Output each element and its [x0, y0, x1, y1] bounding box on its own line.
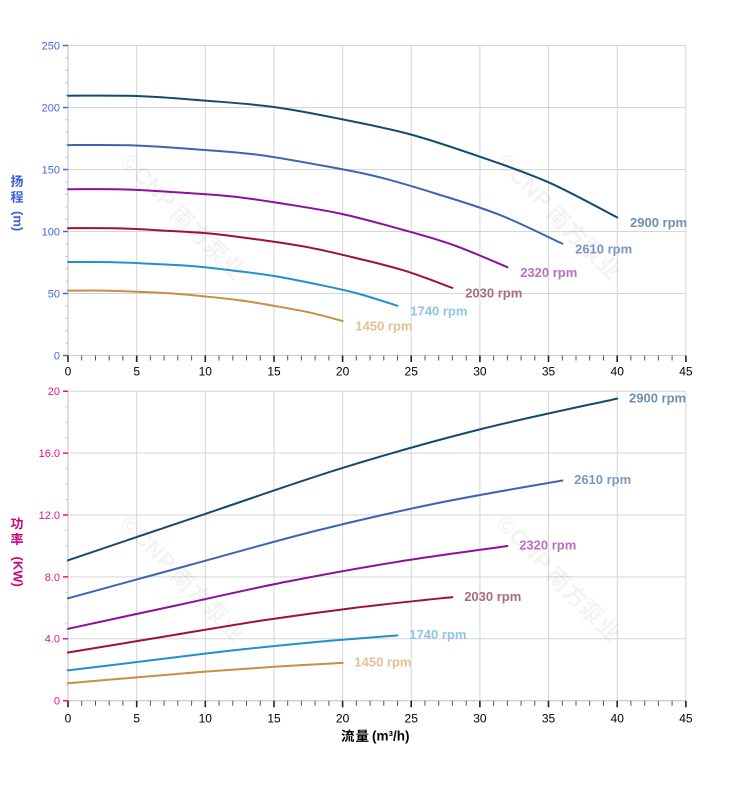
svg-text:2900 rpm: 2900 rpm	[629, 390, 686, 405]
svg-text:40: 40	[611, 711, 625, 725]
svg-text:(m): (m)	[11, 211, 26, 231]
svg-text:20: 20	[48, 386, 60, 398]
svg-text:25: 25	[405, 364, 419, 378]
svg-text:15: 15	[267, 711, 281, 725]
svg-text:20: 20	[336, 364, 350, 378]
svg-text:45: 45	[679, 711, 693, 725]
svg-text:0: 0	[54, 350, 60, 362]
svg-text:©CNP: ©CNP	[115, 510, 181, 576]
svg-text:2030 rpm: 2030 rpm	[464, 589, 521, 604]
svg-text:10: 10	[199, 364, 213, 378]
svg-text:16.0: 16.0	[39, 448, 60, 460]
svg-text:1450 rpm: 1450 rpm	[355, 319, 412, 334]
svg-text:20: 20	[336, 711, 350, 725]
svg-text:30: 30	[473, 711, 487, 725]
svg-text:200: 200	[42, 102, 60, 114]
svg-text:©CNP: ©CNP	[115, 148, 181, 214]
svg-text:0: 0	[54, 696, 60, 708]
svg-text:100: 100	[42, 226, 60, 238]
svg-text:8.0: 8.0	[45, 572, 60, 584]
svg-text:150: 150	[42, 164, 60, 176]
svg-text:2900 rpm: 2900 rpm	[630, 215, 687, 230]
svg-text:1450 rpm: 1450 rpm	[354, 655, 411, 670]
svg-text:12.0: 12.0	[39, 510, 60, 522]
svg-text:250: 250	[42, 40, 60, 52]
svg-text:2030 rpm: 2030 rpm	[465, 286, 522, 301]
svg-text:35: 35	[542, 711, 556, 725]
svg-text:0: 0	[65, 364, 72, 378]
svg-text:40: 40	[611, 364, 625, 378]
svg-text:2610 rpm: 2610 rpm	[574, 472, 631, 487]
svg-text:5: 5	[133, 364, 140, 378]
svg-text:30: 30	[473, 364, 487, 378]
svg-text:45: 45	[679, 364, 693, 378]
svg-text:(KW): (KW)	[11, 557, 26, 587]
svg-text:(m³/h): (m³/h)	[372, 728, 410, 743]
svg-text:1740 rpm: 1740 rpm	[410, 303, 467, 318]
svg-text:50: 50	[48, 288, 60, 300]
svg-text:5: 5	[133, 711, 140, 725]
svg-text:25: 25	[405, 711, 419, 725]
svg-text:0: 0	[65, 711, 72, 725]
svg-text:10: 10	[199, 711, 213, 725]
svg-text:2320 rpm: 2320 rpm	[519, 538, 576, 553]
svg-text:35: 35	[542, 364, 556, 378]
svg-text:4.0: 4.0	[45, 634, 60, 646]
svg-text:15: 15	[267, 364, 281, 378]
svg-text:1740 rpm: 1740 rpm	[409, 627, 466, 642]
svg-text:2610 rpm: 2610 rpm	[575, 241, 632, 256]
svg-text:2320 rpm: 2320 rpm	[520, 265, 577, 280]
